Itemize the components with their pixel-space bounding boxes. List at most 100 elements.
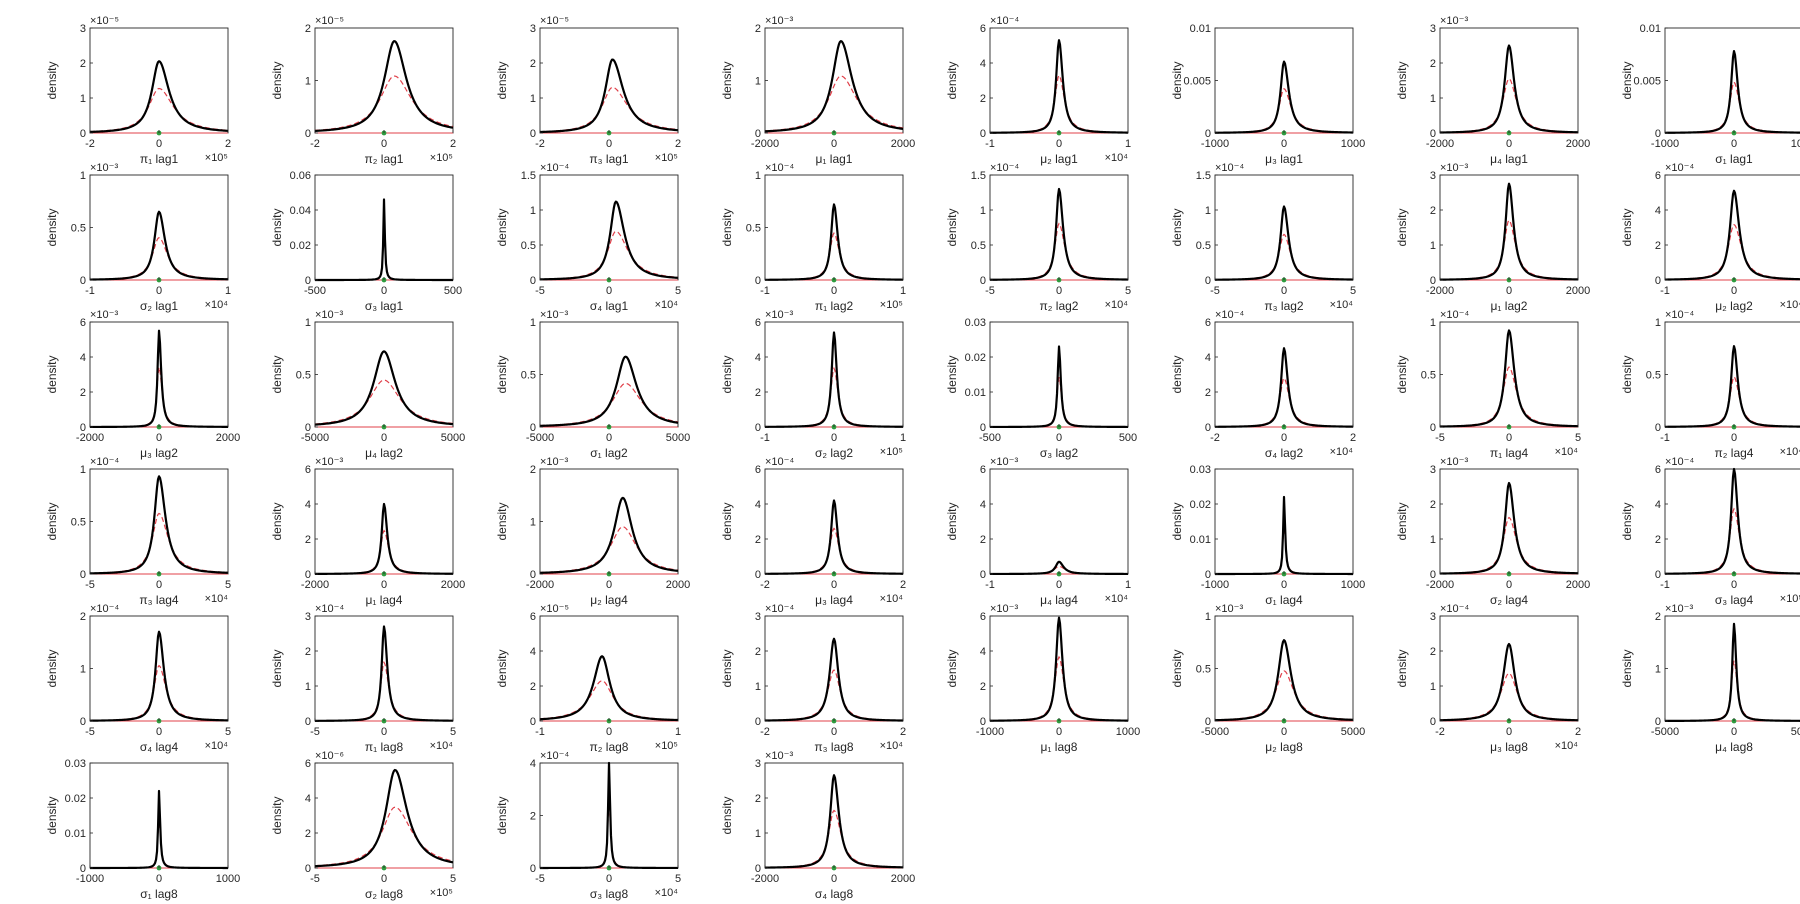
x-tick-label: -500 xyxy=(304,285,326,297)
y-exponent-label: ×10⁻³ xyxy=(765,15,793,27)
x-axis-label: σ₄ lag4 xyxy=(140,740,179,754)
y-tick-label: 2 xyxy=(305,23,311,35)
x-tick-label: 2000 xyxy=(216,432,240,444)
y-axis-label: density xyxy=(270,502,284,540)
x-tick-label: -2 xyxy=(1210,432,1220,444)
posterior-density-curve xyxy=(1214,205,1354,281)
y-axis-label: density xyxy=(720,502,734,540)
x-tick-label: 0 xyxy=(1731,138,1737,150)
axes-frame xyxy=(1214,174,1354,281)
y-tick-label: 0 xyxy=(755,422,761,434)
y-tick-label: 3 xyxy=(1430,464,1436,476)
x-axis-label: π₂ lag8 xyxy=(590,740,629,754)
y-tick-label: 1 xyxy=(530,517,536,529)
x-tick-label: 0 xyxy=(381,873,387,885)
x-axis-label: μ₄ lag8 xyxy=(1715,740,1753,754)
y-tick-label: 0.005 xyxy=(1183,76,1211,88)
x-axis-label: σ₃ lag4 xyxy=(1715,593,1754,607)
y-axis-label: density xyxy=(1170,502,1184,540)
x-tick-label: -2000 xyxy=(751,873,779,885)
y-exponent-label: ×10⁻⁴ xyxy=(1665,162,1694,174)
x-exponent-label: ×10⁴ xyxy=(1555,446,1579,458)
x-exponent-label: ×10⁴ xyxy=(1105,152,1129,164)
y-tick-label: 0 xyxy=(305,863,311,875)
y-axis-label: density xyxy=(945,649,959,687)
posterior-density-curve xyxy=(539,496,679,574)
y-tick-label: 1 xyxy=(1655,317,1661,329)
y-axis-label: density xyxy=(945,208,959,246)
x-tick-label: 0 xyxy=(156,726,162,738)
y-tick-label: 1 xyxy=(305,76,311,88)
y-tick-label: 0 xyxy=(1205,128,1211,140)
y-tick-label: 2 xyxy=(980,681,986,693)
y-exponent-label: ×10⁻⁴ xyxy=(315,603,344,615)
x-tick-label: 5 xyxy=(1575,432,1581,444)
y-tick-label: 0 xyxy=(305,128,311,140)
axes-frame xyxy=(1664,174,1800,281)
y-tick-label: 2 xyxy=(755,387,761,399)
y-exponent-label: ×10⁻⁴ xyxy=(540,162,569,174)
axes-frame xyxy=(89,468,229,575)
x-tick-label: 0 xyxy=(381,726,387,738)
y-tick-label: 0 xyxy=(1430,275,1436,287)
y-exponent-label: ×10⁻⁴ xyxy=(1665,456,1694,468)
y-tick-label: 2 xyxy=(530,464,536,476)
y-tick-label: 1 xyxy=(305,681,311,693)
posterior-density-curve xyxy=(314,502,454,575)
y-exponent-label: ×10⁻³ xyxy=(90,162,118,174)
x-tick-label: 0 xyxy=(1281,579,1287,591)
x-tick-label: 0 xyxy=(156,138,162,150)
x-tick-label: 0 xyxy=(1731,726,1737,738)
y-tick-label: 2 xyxy=(1655,240,1661,252)
x-tick-label: 0 xyxy=(831,873,837,885)
x-axis-label: μ₂ lag4 xyxy=(590,593,628,607)
x-tick-label: 0 xyxy=(1056,579,1062,591)
posterior-density-curve xyxy=(1664,622,1800,723)
posterior-density-curve xyxy=(764,499,904,575)
y-tick-label: 0 xyxy=(1430,128,1436,140)
y-tick-label: 0.5 xyxy=(1421,370,1436,382)
posterior-density-curve xyxy=(89,210,229,281)
x-tick-label: 0 xyxy=(1056,285,1062,297)
y-tick-label: 1 xyxy=(1430,93,1436,105)
y-tick-label: 4 xyxy=(1205,352,1211,364)
x-axis-label: μ₂ lag1 xyxy=(1040,152,1078,166)
y-tick-label: 0.5 xyxy=(521,240,536,252)
y-tick-label: 0 xyxy=(1205,569,1211,581)
y-tick-label: 3 xyxy=(530,23,536,35)
y-axis-label: density xyxy=(1170,61,1184,99)
x-tick-label: -5000 xyxy=(301,432,329,444)
y-tick-label: 2 xyxy=(305,534,311,546)
x-tick-label: 5000 xyxy=(1791,726,1800,738)
y-tick-label: 1 xyxy=(1655,664,1661,676)
prior-density-curve xyxy=(990,222,1129,281)
y-tick-label: 1 xyxy=(1205,205,1211,217)
x-axis-label: σ₂ lag8 xyxy=(365,887,403,901)
x-tick-label: 5 xyxy=(225,726,231,738)
y-tick-label: 2 xyxy=(80,58,86,70)
x-tick-label: 2 xyxy=(450,138,456,150)
y-tick-label: 6 xyxy=(80,317,86,329)
y-axis-label: density xyxy=(495,796,509,834)
x-tick-label: -2000 xyxy=(526,579,554,591)
x-tick-label: 1000 xyxy=(1341,138,1365,150)
posterior-density-curve xyxy=(1664,345,1800,428)
prior-density-curve xyxy=(315,660,454,722)
prior-density-curve xyxy=(1439,366,1579,427)
x-exponent-label: ×10⁴ xyxy=(1555,740,1579,752)
axes-frame xyxy=(764,174,904,281)
y-tick-label: 1 xyxy=(1205,611,1211,623)
x-axis-label: μ₄ lag4 xyxy=(1040,593,1078,607)
y-tick-label: 6 xyxy=(980,611,986,623)
prior-density-curve xyxy=(764,75,904,132)
y-exponent-label: ×10⁻³ xyxy=(1440,15,1468,27)
axes-frame xyxy=(764,615,904,722)
